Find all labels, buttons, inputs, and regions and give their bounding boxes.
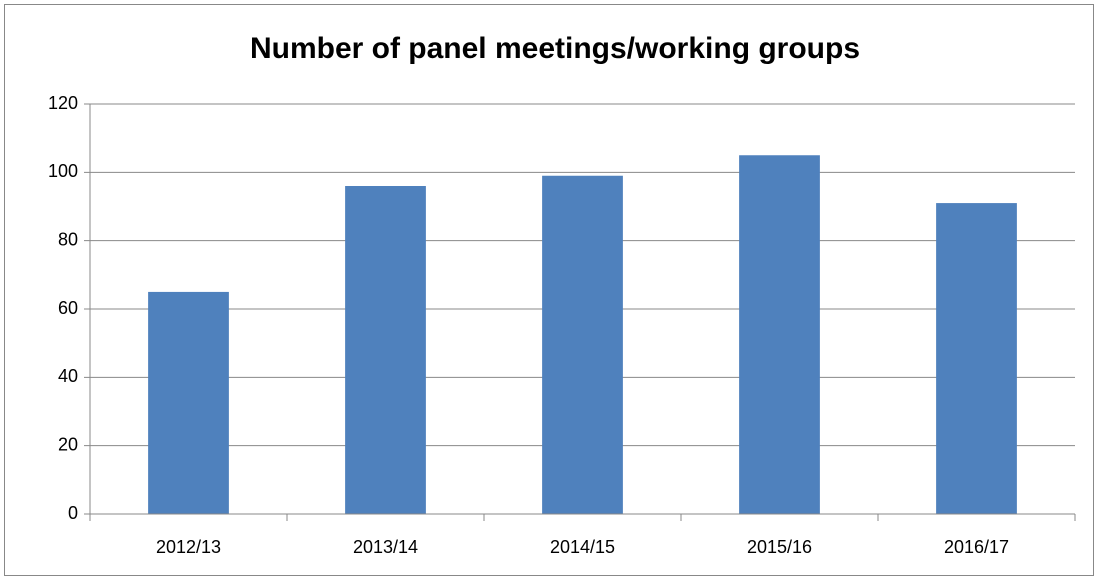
- y-tick-label: 100: [48, 161, 78, 181]
- y-tick-label: 60: [58, 298, 78, 318]
- x-tick-label: 2015/16: [747, 537, 812, 557]
- chart-title: Number of panel meetings/working groups: [250, 32, 860, 65]
- x-tick-label: 2016/17: [944, 537, 1009, 557]
- bar: [542, 175, 623, 514]
- bar: [148, 291, 229, 514]
- y-tick-label: 40: [58, 366, 78, 386]
- x-tick-label: 2012/13: [156, 537, 221, 557]
- x-tick-label: 2013/14: [353, 537, 418, 557]
- y-tick-label: 80: [58, 229, 78, 249]
- y-tick-label: 120: [48, 93, 78, 113]
- y-tick-label: 20: [58, 434, 78, 454]
- bar: [936, 203, 1017, 515]
- bar: [739, 155, 820, 514]
- y-tick-label: 0: [68, 503, 78, 523]
- bar: [345, 186, 426, 514]
- x-tick-label: 2014/15: [550, 537, 615, 557]
